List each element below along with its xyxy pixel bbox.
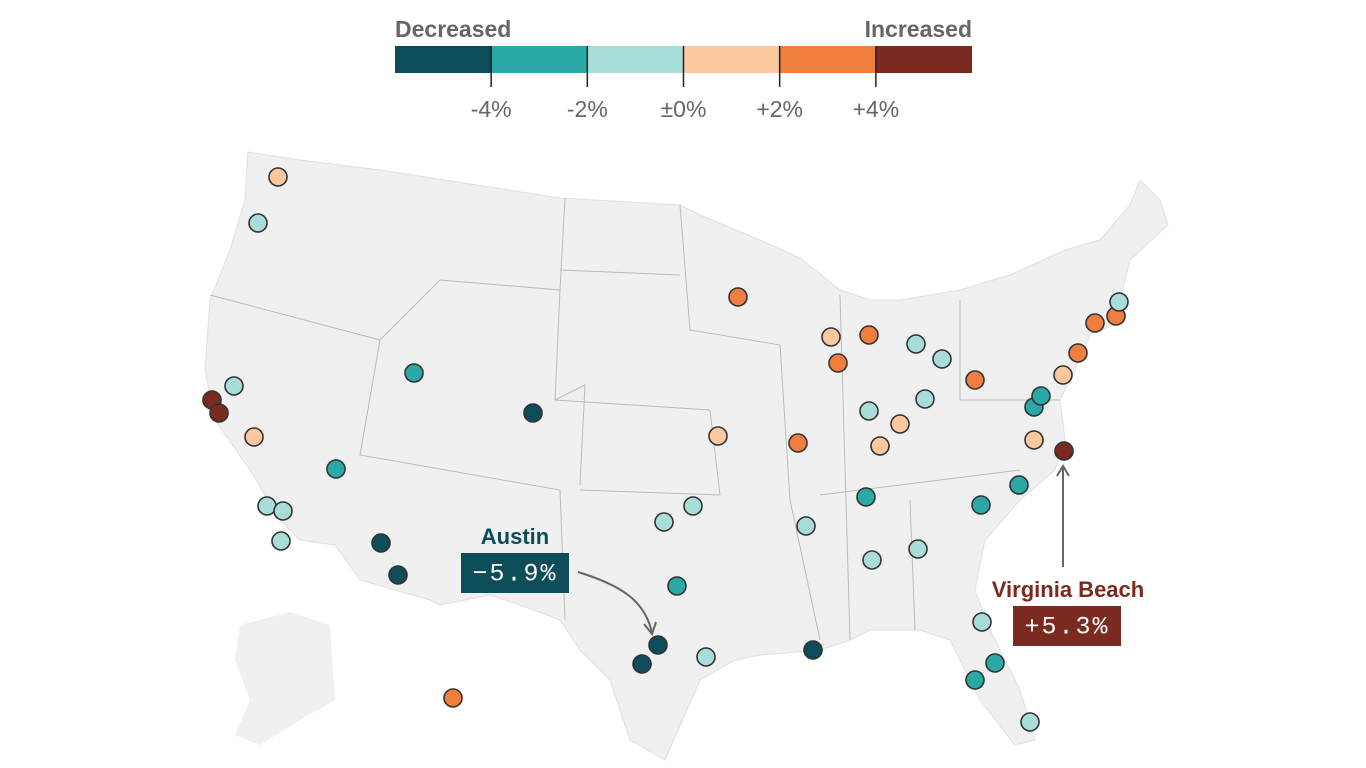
us-map <box>204 151 1169 761</box>
city-dot <box>908 539 928 559</box>
city-dot <box>371 533 391 553</box>
vb-label: Virginia Beach <box>992 577 1144 602</box>
legend-swatch <box>587 46 684 73</box>
legend-swatch <box>875 46 972 73</box>
city-dot <box>859 325 879 345</box>
city-dot <box>788 433 808 453</box>
city-dot <box>648 635 668 655</box>
city-dot <box>1053 365 1073 385</box>
legend-left-label: Decreased <box>395 16 511 42</box>
city-dot <box>523 403 543 423</box>
city-dot <box>1024 430 1044 450</box>
city-dot <box>859 401 879 421</box>
city-dot <box>906 334 926 354</box>
city-dot <box>271 531 291 551</box>
austin-value: −5.9% <box>472 560 557 589</box>
legend-tick-label: -2% <box>567 96 608 122</box>
city-dot <box>404 363 424 383</box>
legend-swatch <box>395 46 492 73</box>
legend-tick-label: -4% <box>471 96 512 122</box>
city-dot <box>244 427 264 447</box>
city-dot <box>862 550 882 570</box>
city-dot <box>803 640 823 660</box>
city-dot <box>443 688 463 708</box>
city-dot <box>1085 313 1105 333</box>
city-dot <box>388 565 408 585</box>
city-dot <box>1068 343 1088 363</box>
city-dot <box>971 495 991 515</box>
city-dot <box>654 512 674 532</box>
city-dot <box>683 496 703 516</box>
city-dot <box>821 327 841 347</box>
austin-label: Austin <box>481 524 549 549</box>
city-dot <box>972 612 992 632</box>
city-dot <box>1109 292 1129 312</box>
city-dot <box>273 501 293 521</box>
vb-value-box <box>1013 606 1121 646</box>
city-dot <box>915 389 935 409</box>
city-dot <box>326 459 346 479</box>
legend-tick-label: +4% <box>852 96 899 122</box>
city-dot <box>890 414 910 434</box>
vb-arrow <box>1056 464 1070 567</box>
city-dot <box>965 370 985 390</box>
city-dot <box>728 287 748 307</box>
legend-tick-label: ±0% <box>661 96 707 122</box>
city-dot <box>1020 712 1040 732</box>
austin-value-box <box>461 553 569 593</box>
city-dot <box>828 353 848 373</box>
city-dot <box>1054 441 1074 461</box>
city-dot <box>209 403 229 423</box>
city-dot <box>796 516 816 536</box>
city-dot <box>985 653 1005 673</box>
city-dot <box>224 376 244 396</box>
city-dot <box>696 647 716 667</box>
city-dots <box>202 167 1129 732</box>
city-dot <box>856 487 876 507</box>
legend-swatch <box>491 46 588 73</box>
city-dot <box>965 670 985 690</box>
austin-arrowhead <box>643 621 657 637</box>
city-dot <box>1031 386 1051 406</box>
city-dot <box>708 426 728 446</box>
city-dot <box>932 349 952 369</box>
legend: Decreased Increased -4% -2% ±0% +2% +4% <box>395 16 972 122</box>
city-dot <box>268 167 288 187</box>
legend-swatch <box>779 46 876 73</box>
legend-swatch <box>683 46 780 73</box>
city-dot <box>1009 475 1029 495</box>
city-dot <box>248 213 268 233</box>
legend-right-label: Increased <box>865 16 972 42</box>
legend-tick-label: +2% <box>756 96 803 122</box>
city-dot <box>667 576 687 596</box>
city-dot <box>632 654 652 674</box>
city-dot <box>870 436 890 456</box>
vb-value: +5.3% <box>1024 613 1109 642</box>
austin-arrow <box>577 571 653 634</box>
